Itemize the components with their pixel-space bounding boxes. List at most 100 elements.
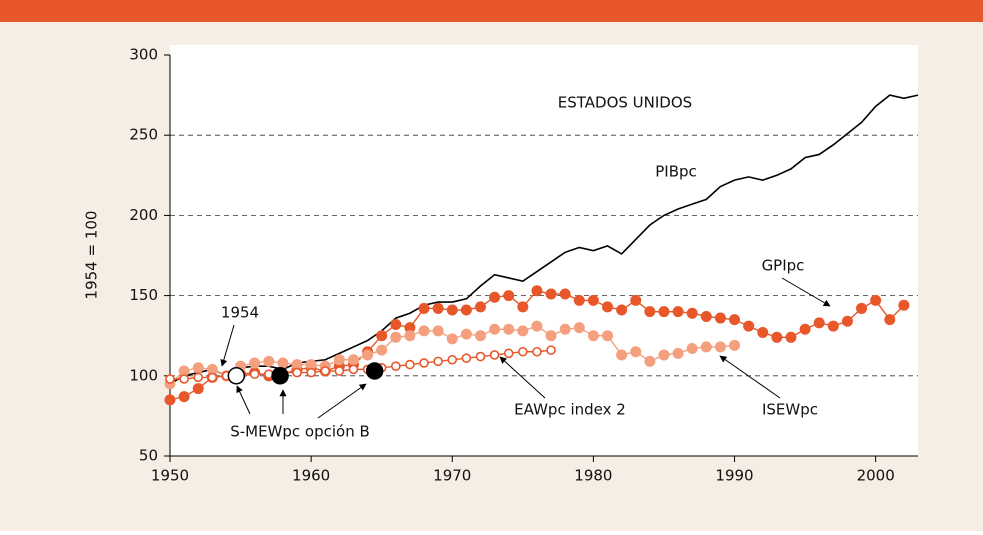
point (178, 365, 190, 377)
point (616, 349, 628, 361)
point (602, 330, 614, 342)
point (658, 349, 670, 361)
point (362, 349, 374, 361)
point (305, 359, 317, 371)
arrow (781, 277, 831, 307)
x-tick-label: 1990 (715, 467, 753, 485)
point (489, 291, 501, 303)
point (192, 383, 204, 395)
point (870, 294, 882, 306)
point (475, 351, 486, 362)
point (672, 347, 684, 359)
point (517, 301, 529, 313)
point (365, 362, 384, 380)
point (333, 354, 345, 366)
x-tick-label: 1950 (151, 467, 189, 485)
point (207, 372, 218, 383)
point (700, 310, 712, 322)
point (729, 339, 741, 351)
point (405, 359, 415, 370)
point (827, 320, 839, 332)
y-tick-label: 150 (129, 286, 158, 304)
point (164, 394, 176, 406)
point (630, 294, 642, 306)
arrow (499, 356, 546, 399)
point (227, 367, 246, 385)
point (489, 323, 501, 335)
point (404, 322, 416, 334)
x-tick-label: 1970 (433, 467, 471, 485)
point (658, 306, 670, 318)
point (856, 302, 868, 314)
point (545, 288, 557, 300)
x-tick-label: 1960 (292, 467, 330, 485)
point (447, 354, 458, 365)
point (291, 359, 303, 371)
y-tick-label: 100 (129, 366, 158, 384)
y-tick-label: 250 (129, 126, 158, 144)
point (587, 294, 599, 306)
point (446, 304, 458, 316)
point (292, 367, 302, 378)
arrows (220, 277, 831, 419)
point (419, 358, 429, 368)
arrow (719, 355, 781, 399)
point (461, 353, 472, 363)
point (192, 362, 204, 374)
series-label: PIBpc (655, 163, 697, 181)
point (743, 320, 755, 332)
plot: 50 100 150 200 250 300 1950 1960 1970 1980 1990 200… (129, 46, 919, 485)
point (460, 304, 472, 316)
point (178, 391, 190, 403)
header-bar (0, 0, 983, 22)
point (531, 320, 543, 332)
point (573, 322, 585, 334)
plot-area (170, 45, 918, 456)
point (587, 330, 599, 342)
point (193, 372, 204, 383)
point (532, 346, 542, 357)
point (390, 318, 402, 330)
point (474, 301, 486, 313)
point (432, 302, 444, 314)
point (573, 294, 585, 306)
point (545, 330, 557, 342)
point (460, 328, 472, 340)
point (686, 307, 698, 319)
point (616, 304, 628, 316)
point (700, 341, 712, 353)
point (432, 325, 444, 337)
arrow (220, 324, 235, 367)
point (474, 330, 486, 342)
point (446, 333, 458, 345)
point (179, 374, 189, 384)
point (672, 306, 684, 318)
series-label: ISEWpc (762, 401, 818, 419)
y-tick-label: 50 (139, 447, 158, 465)
x-tick-label: 1980 (574, 467, 612, 485)
arrow (236, 385, 251, 415)
point (714, 341, 726, 353)
point (306, 367, 316, 378)
point (714, 312, 726, 324)
annotation: 1954 (221, 304, 259, 322)
point (729, 314, 741, 326)
point (376, 330, 388, 342)
point (813, 317, 825, 329)
point (320, 366, 331, 376)
point (884, 314, 896, 326)
point (271, 367, 289, 385)
point (546, 345, 556, 355)
point (391, 361, 401, 371)
point (348, 364, 359, 375)
point (503, 348, 514, 359)
point (376, 344, 388, 356)
y-tick-label: 200 (129, 206, 158, 224)
point (263, 355, 275, 367)
subtitle: ESTADOS UNIDOS (558, 94, 692, 112)
point (277, 357, 289, 369)
point (503, 323, 515, 335)
point (686, 343, 698, 355)
point (489, 350, 500, 360)
